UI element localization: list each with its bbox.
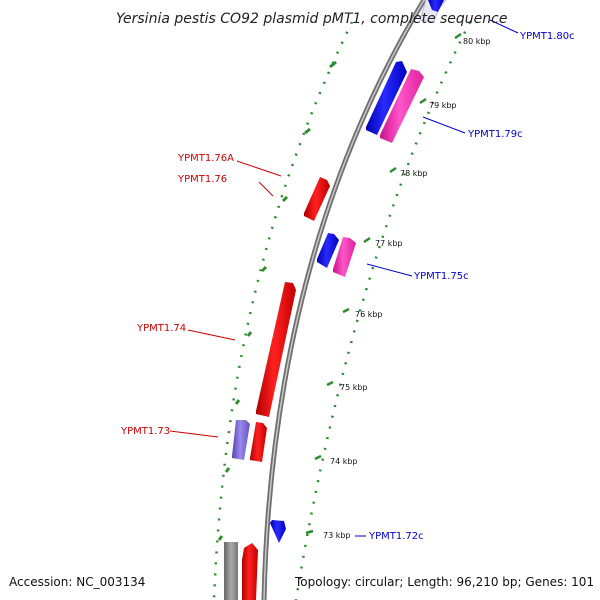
gene-bottom-red[interactable] — [242, 543, 258, 600]
leader-ypmt1-80c — [489, 19, 519, 34]
gene-ypmt1-75c-blue[interactable] — [317, 233, 339, 268]
tick-78kbp: 78 kbp — [389, 166, 428, 178]
gene-bottom-grey[interactable] — [224, 542, 238, 600]
tick-76kbp: 76 kbp — [342, 307, 383, 319]
tick-79kbp: 79 kbp — [419, 97, 457, 110]
tick-75kbp: 75 kbp — [326, 380, 368, 392]
svg-text:73 kbp: 73 kbp — [323, 531, 351, 540]
map-title: Yersinia pestis CO92 plasmid pMT1, compl… — [116, 11, 507, 27]
gene-ypmt1-79c-pink[interactable] — [380, 69, 424, 143]
gene-ypmt1-72c[interactable] — [270, 520, 286, 543]
svg-text:75 kbp: 75 kbp — [340, 383, 368, 392]
leader-ypmt1-76a — [236, 160, 282, 177]
gene-ypmt1-79c-blue[interactable] — [366, 61, 407, 135]
leader-ypmt1-74 — [187, 329, 236, 341]
gene-ypmt1-76a[interactable] — [304, 177, 330, 221]
leader-ypmt1-79c — [422, 116, 466, 134]
topology-summary-text: Topology: circular; Length: 96,210 bp; G… — [294, 575, 594, 589]
label-ypmt1-75c[interactable]: YPMT1.75c — [413, 271, 469, 282]
gene-ypmt1-75c-pink[interactable] — [333, 237, 356, 277]
svg-text:79 kbp: 79 kbp — [429, 101, 457, 110]
label-ypmt1-80c[interactable]: YPMT1.80c — [519, 31, 575, 42]
gene-ypmt1-74[interactable] — [256, 282, 296, 417]
label-ypmt1-79c[interactable]: YPMT1.79c — [467, 129, 523, 140]
svg-text:80 kbp: 80 kbp — [463, 37, 491, 46]
tick-80kbp: 80 kbp — [454, 32, 491, 46]
leader-ypmt1-73 — [169, 430, 219, 438]
label-ypmt1-73[interactable]: YPMT1.73 — [120, 426, 170, 437]
tick-77kbp: 77 kbp — [363, 236, 403, 248]
leader-ypmt1-76 — [258, 181, 274, 197]
label-ypmt1-76a[interactable]: YPMT1.76A — [177, 153, 234, 164]
label-ypmt1-74[interactable]: YPMT1.74 — [136, 323, 186, 334]
tick-73kbp: 73 kbp — [305, 529, 351, 540]
leader-ypmt1-75c — [366, 263, 413, 277]
inner-ring-dashes — [217, 60, 337, 541]
plasmid-backbone-highlight — [263, 0, 425, 600]
label-ypmt1-76[interactable]: YPMT1.76 — [177, 174, 227, 185]
svg-text:77 kbp: 77 kbp — [375, 239, 403, 248]
svg-text:74 kbp: 74 kbp — [330, 457, 358, 466]
gene-ypmt1-73-purple[interactable] — [232, 420, 250, 460]
gene-ypmt1-73-red[interactable] — [250, 422, 267, 462]
tick-74kbp: 74 kbp — [314, 454, 358, 466]
svg-text:78 kbp: 78 kbp — [400, 169, 428, 178]
accession-text: Accession: NC_003134 — [9, 575, 145, 589]
label-ypmt1-72c[interactable]: YPMT1.72c — [368, 531, 424, 542]
svg-text:76 kbp: 76 kbp — [355, 310, 383, 319]
gene-ypmt1-80c[interactable] — [419, 0, 447, 23]
